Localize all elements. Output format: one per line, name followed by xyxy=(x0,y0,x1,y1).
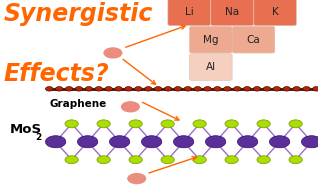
Circle shape xyxy=(65,87,73,91)
Circle shape xyxy=(135,87,142,91)
Text: Mg: Mg xyxy=(203,35,218,45)
Circle shape xyxy=(257,120,270,128)
FancyBboxPatch shape xyxy=(232,26,275,53)
FancyBboxPatch shape xyxy=(190,26,232,53)
Circle shape xyxy=(225,120,238,128)
Circle shape xyxy=(65,120,78,128)
FancyArrowPatch shape xyxy=(123,59,156,84)
Circle shape xyxy=(224,87,231,91)
Circle shape xyxy=(174,136,194,148)
Circle shape xyxy=(238,136,258,148)
Circle shape xyxy=(109,136,130,148)
Text: Ca: Ca xyxy=(246,35,260,45)
Circle shape xyxy=(45,87,53,91)
Text: Al: Al xyxy=(206,62,216,72)
Circle shape xyxy=(161,156,174,164)
Circle shape xyxy=(75,87,83,91)
Text: Li: Li xyxy=(185,7,194,17)
Circle shape xyxy=(269,136,290,148)
Circle shape xyxy=(161,120,174,128)
Circle shape xyxy=(105,87,113,91)
Circle shape xyxy=(243,87,251,91)
Text: 2: 2 xyxy=(36,133,42,142)
Circle shape xyxy=(193,120,206,128)
Circle shape xyxy=(129,156,142,164)
Circle shape xyxy=(115,87,122,91)
Circle shape xyxy=(253,87,261,91)
Text: MoS: MoS xyxy=(10,123,42,136)
Text: Na: Na xyxy=(225,7,239,17)
Circle shape xyxy=(154,87,162,91)
Circle shape xyxy=(97,120,110,128)
Circle shape xyxy=(283,87,291,91)
Circle shape xyxy=(313,87,318,91)
Circle shape xyxy=(214,87,221,91)
Circle shape xyxy=(164,87,172,91)
Text: K: K xyxy=(272,7,279,17)
Circle shape xyxy=(174,87,182,91)
Circle shape xyxy=(301,136,318,148)
Text: Graphene: Graphene xyxy=(49,99,107,109)
Circle shape xyxy=(194,87,202,91)
Circle shape xyxy=(78,136,98,148)
Circle shape xyxy=(289,120,302,128)
Circle shape xyxy=(303,87,310,91)
Circle shape xyxy=(204,87,211,91)
FancyBboxPatch shape xyxy=(211,0,253,26)
Text: Synergistic: Synergistic xyxy=(3,2,153,26)
Circle shape xyxy=(142,136,162,148)
Circle shape xyxy=(103,47,122,59)
Circle shape xyxy=(184,87,192,91)
Circle shape xyxy=(257,156,270,164)
Circle shape xyxy=(129,120,142,128)
Circle shape xyxy=(127,173,146,184)
Circle shape xyxy=(289,156,302,164)
Circle shape xyxy=(225,156,238,164)
Circle shape xyxy=(205,136,226,148)
Circle shape xyxy=(45,136,66,148)
Circle shape xyxy=(97,156,110,164)
Circle shape xyxy=(233,87,241,91)
FancyBboxPatch shape xyxy=(168,0,211,26)
FancyBboxPatch shape xyxy=(190,54,232,81)
Circle shape xyxy=(55,87,63,91)
Circle shape xyxy=(95,87,103,91)
Circle shape xyxy=(85,87,93,91)
FancyArrowPatch shape xyxy=(142,102,179,120)
Circle shape xyxy=(144,87,152,91)
Circle shape xyxy=(193,156,206,164)
Circle shape xyxy=(293,87,301,91)
FancyArrowPatch shape xyxy=(126,26,185,47)
FancyArrowPatch shape xyxy=(149,157,196,173)
Circle shape xyxy=(273,87,281,91)
Circle shape xyxy=(121,101,140,112)
Circle shape xyxy=(263,87,271,91)
Circle shape xyxy=(125,87,132,91)
Circle shape xyxy=(65,156,78,164)
Text: Effects?: Effects? xyxy=(3,62,109,86)
FancyBboxPatch shape xyxy=(254,0,296,26)
